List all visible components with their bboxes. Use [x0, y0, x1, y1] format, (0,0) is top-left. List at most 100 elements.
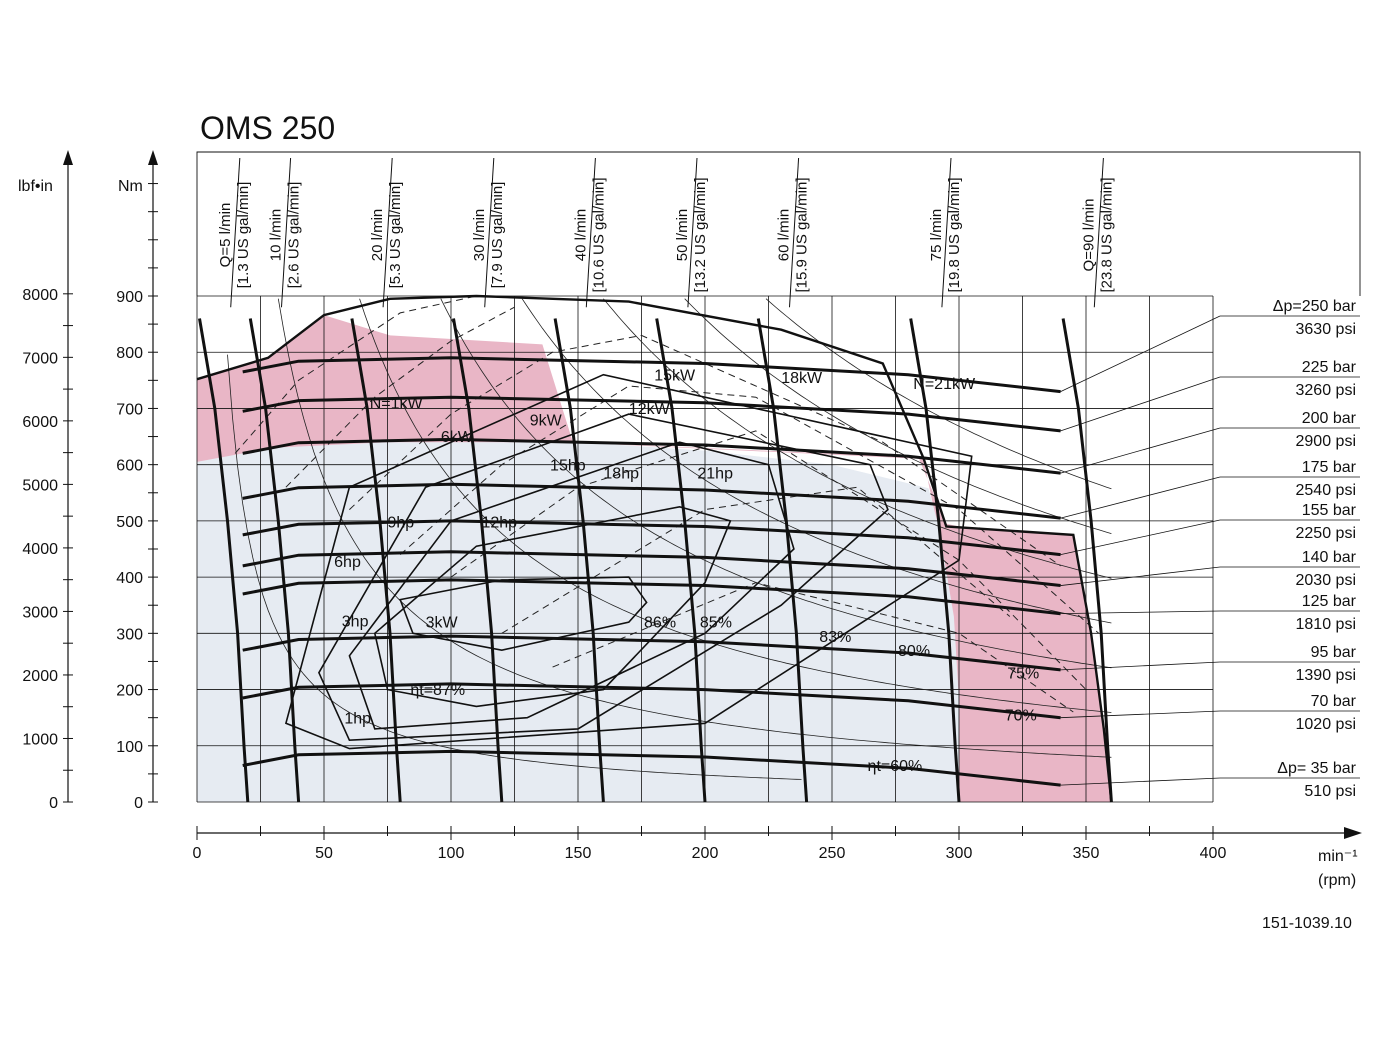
efficiency-label: ηt=87% — [410, 682, 465, 699]
pressure-label-psi: 2250 psi — [1296, 525, 1357, 542]
y-lbfin-tick-label: 8000 — [22, 287, 58, 304]
flow-pointer — [687, 157, 698, 308]
power-label-hp: 18hp — [603, 466, 639, 483]
y-nm-tick-label: 800 — [116, 345, 143, 362]
flow-label: Q=90 l/min — [1080, 199, 1097, 272]
x-tick-label: 200 — [692, 845, 719, 862]
pressure-connector — [1060, 476, 1221, 519]
y-lbfin-tick-label: 2000 — [22, 668, 58, 685]
efficiency-label: 86% — [644, 615, 676, 632]
dashed-curve — [450, 430, 1087, 690]
flow-label: 10 l/min — [268, 209, 285, 262]
chart-title: OMS 250 — [200, 110, 335, 146]
y-nm-tick-label: 500 — [116, 514, 143, 531]
flow-pointer — [230, 157, 241, 308]
flow-pointer — [585, 157, 596, 308]
flow-pointer — [484, 157, 495, 308]
pressure-connector — [1060, 710, 1221, 719]
power-curve — [227, 354, 802, 780]
flow-label: Q=5 l/min — [217, 203, 234, 268]
flow-label-usgal: [10.6 US gal/min] — [590, 177, 607, 292]
y-nm-tick-label: 300 — [116, 626, 143, 643]
axes — [63, 150, 1362, 840]
pressure-line — [242, 437, 1061, 475]
flow-line — [198, 318, 250, 803]
efficiency-label: 83% — [819, 629, 851, 646]
flow-pointer — [1093, 157, 1104, 308]
flow-pointer — [789, 157, 800, 308]
figure-code: 151-1039.10 — [1262, 915, 1352, 932]
flow-line — [1061, 318, 1113, 803]
y-axis-nm-arrow — [148, 150, 158, 165]
y-lbfin-tick-label: 4000 — [22, 541, 58, 558]
x-axis-label-rpm: (rpm) — [1318, 872, 1356, 889]
power-label-hp: 3hp — [342, 614, 369, 631]
x-tick-label: 100 — [438, 845, 465, 862]
flow-label-usgal: [23.8 US gal/min] — [1098, 177, 1115, 292]
chart-labels: OMS 250 lbf•in Nm min⁻¹ (rpm) 151-1039.10 0 50 1… — [18, 110, 1358, 932]
efficiency-contour — [318, 413, 889, 742]
power-label-kw: 18kW — [781, 370, 823, 387]
pressure-connector — [1060, 519, 1221, 556]
efficiency-label: 80% — [898, 643, 930, 660]
power-curve — [603, 298, 1112, 579]
y-lbfin-tick-label: 7000 — [22, 350, 58, 367]
flow-label-usgal: [7.9 US gal/min] — [489, 182, 506, 289]
power-label-hp: 9hp — [388, 515, 415, 532]
pressure-label-psi: 1810 psi — [1296, 616, 1357, 633]
pressure-label-psi: 510 psi — [1304, 783, 1356, 800]
pressure-line — [242, 634, 1061, 672]
pressure-label-bar: 155 bar — [1302, 502, 1357, 519]
flow-label-usgal: [5.3 US gal/min] — [387, 182, 404, 289]
y-lbfin-tick-label: 6000 — [22, 414, 58, 431]
y-nm-tick-label: 200 — [116, 683, 143, 700]
x-tick-label: 50 — [315, 845, 333, 862]
intermittent-region — [197, 315, 1112, 802]
y-lbfin-tick-label: 1000 — [22, 731, 58, 748]
pressure-line — [242, 749, 1061, 787]
flow-line — [350, 318, 402, 803]
power-curve — [521, 298, 1112, 624]
performance-curves — [196, 294, 1360, 803]
pressure-connector — [1060, 315, 1221, 392]
pressure-label-bar: 95 bar — [1311, 644, 1357, 661]
pressure-label-psi: 2900 psi — [1296, 433, 1357, 450]
y-nm-tick-label: 0 — [134, 795, 143, 812]
operating-boundary — [196, 294, 1113, 803]
power-label-hp: 21hp — [697, 466, 733, 483]
y-axis-lbfin-label: lbf•in — [18, 178, 53, 195]
power-label-kw: N=21kW — [913, 376, 976, 393]
y-lbfin-tick-label: 3000 — [22, 604, 58, 621]
x-tick-label: 350 — [1073, 845, 1100, 862]
flow-label-usgal: [2.6 US gal/min] — [286, 182, 303, 289]
pressure-label-bar: 140 bar — [1302, 549, 1357, 566]
flow-pointer — [941, 157, 952, 308]
pressure-label-psi: 2540 psi — [1296, 482, 1357, 499]
efficiency-label: 85% — [700, 615, 732, 632]
pressure-label-psi: 3260 psi — [1296, 382, 1357, 399]
y-nm-tick-label: 600 — [116, 458, 143, 475]
y-lbfin-tick-label: 5000 — [22, 477, 58, 494]
pressure-connector — [1060, 376, 1221, 432]
pressure-label-bar: 125 bar — [1302, 593, 1357, 610]
pressure-connector — [1060, 566, 1221, 586]
y-nm-tick-label: 400 — [116, 570, 143, 587]
power-label-hp: 15hp — [550, 457, 586, 474]
efficiency-label: ηt=60% — [868, 758, 923, 775]
power-label-kw: 9kW — [530, 412, 563, 429]
pressure-label-bar: 200 bar — [1302, 410, 1357, 427]
power-label-kw: 3kW — [426, 615, 459, 632]
flow-line — [655, 318, 707, 803]
pressure-label-bar: 225 bar — [1302, 359, 1357, 376]
efficiency-label: 75% — [1007, 665, 1039, 682]
x-tick-label: 0 — [193, 845, 202, 862]
flow-label: 20 l/min — [369, 209, 386, 262]
pressure-line — [242, 682, 1061, 720]
y-nm-tick-label: 900 — [116, 289, 143, 306]
efficiency-contour — [348, 441, 795, 730]
power-label-kw: 15kW — [654, 367, 696, 384]
power-curve — [277, 298, 1112, 758]
flow-label-usgal: [13.2 US gal/min] — [692, 177, 709, 292]
chart-frame — [196, 151, 1361, 296]
